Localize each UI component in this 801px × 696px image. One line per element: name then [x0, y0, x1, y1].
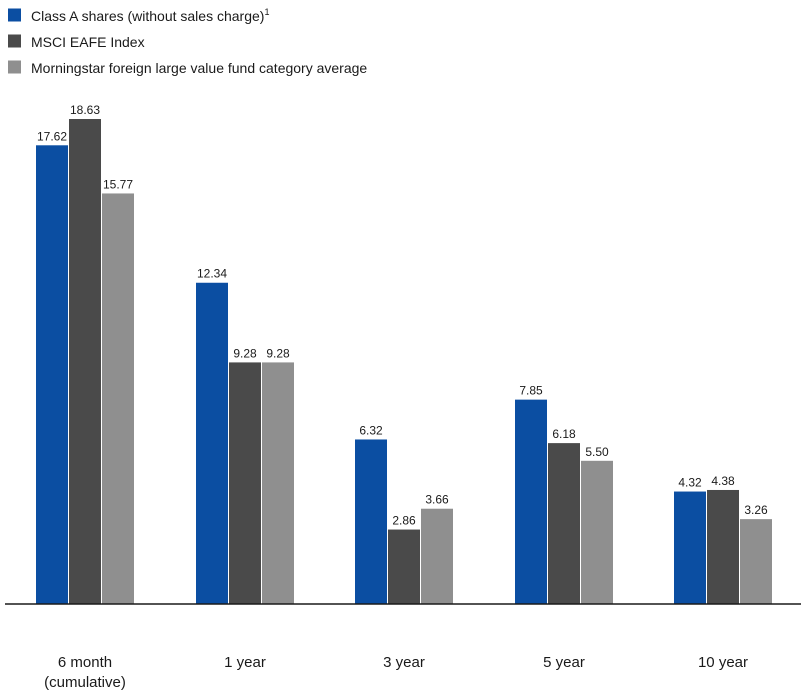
bar-series1-cat1 [36, 145, 68, 604]
data-label-series2-cat2: 9.28 [233, 346, 257, 360]
bar-series3-cat5 [740, 519, 772, 604]
bar-series1-cat5 [674, 491, 706, 604]
data-label-series1-cat2: 12.34 [197, 267, 227, 281]
data-label-series1-cat3: 6.32 [359, 423, 383, 437]
legend-swatch-2 [8, 34, 21, 48]
legend-label-2: MSCI EAFE Index [31, 34, 145, 50]
bar-series2-cat5 [707, 489, 739, 604]
data-label-series3-cat3: 3.66 [425, 493, 449, 507]
category-label-1: 6 month (cumulative) [44, 654, 126, 691]
data-label-series2-cat4: 6.18 [552, 427, 576, 441]
data-label-series1-cat4: 7.85 [519, 384, 543, 398]
bar-series3-cat2 [262, 362, 294, 604]
bar-series3-cat1 [102, 193, 134, 604]
bar-series2-cat1 [69, 119, 101, 604]
bar-series1-cat4 [515, 399, 547, 604]
bars-group [36, 119, 772, 604]
data-label-series1-cat1: 17.62 [37, 129, 67, 143]
category-label-4: 5 year [543, 654, 585, 671]
bar-series2-cat3 [388, 529, 420, 604]
bar-series1-cat2 [196, 282, 228, 604]
legend: Class A shares (without sales charge)1 MS… [8, 7, 367, 76]
legend-footnote-marker: 1 [264, 7, 269, 17]
data-label-series2-cat5: 4.38 [711, 474, 735, 488]
category-label-5: 10 year [698, 654, 748, 671]
legend-swatch-3 [8, 60, 21, 74]
bar-series2-cat4 [548, 443, 580, 604]
data-label-series3-cat5: 3.26 [744, 503, 768, 517]
legend-label-3: Morningstar foreign large value fund cat… [31, 60, 367, 76]
category-label-2: 1 year [224, 654, 266, 671]
bar-series3-cat3 [421, 508, 453, 604]
data-label-series2-cat1: 18.63 [70, 103, 100, 117]
legend-swatch-1 [8, 8, 21, 22]
category-label-3: 3 year [383, 654, 425, 671]
bar-series1-cat3 [355, 439, 387, 604]
bar-series3-cat4 [581, 460, 613, 604]
data-label-series2-cat3: 2.86 [392, 514, 416, 528]
category-labels-group: 6 month (cumulative) 1 year 3 year 5 year 10 … [44, 654, 748, 691]
legend-label-1: Class A shares (without sales charge)1 [31, 7, 269, 24]
data-label-series3-cat4: 5.50 [585, 445, 609, 459]
bar-series2-cat2 [229, 362, 261, 604]
data-label-series1-cat5: 4.32 [678, 476, 702, 490]
data-label-series3-cat1: 15.77 [103, 177, 133, 191]
data-label-series3-cat2: 9.28 [266, 346, 290, 360]
